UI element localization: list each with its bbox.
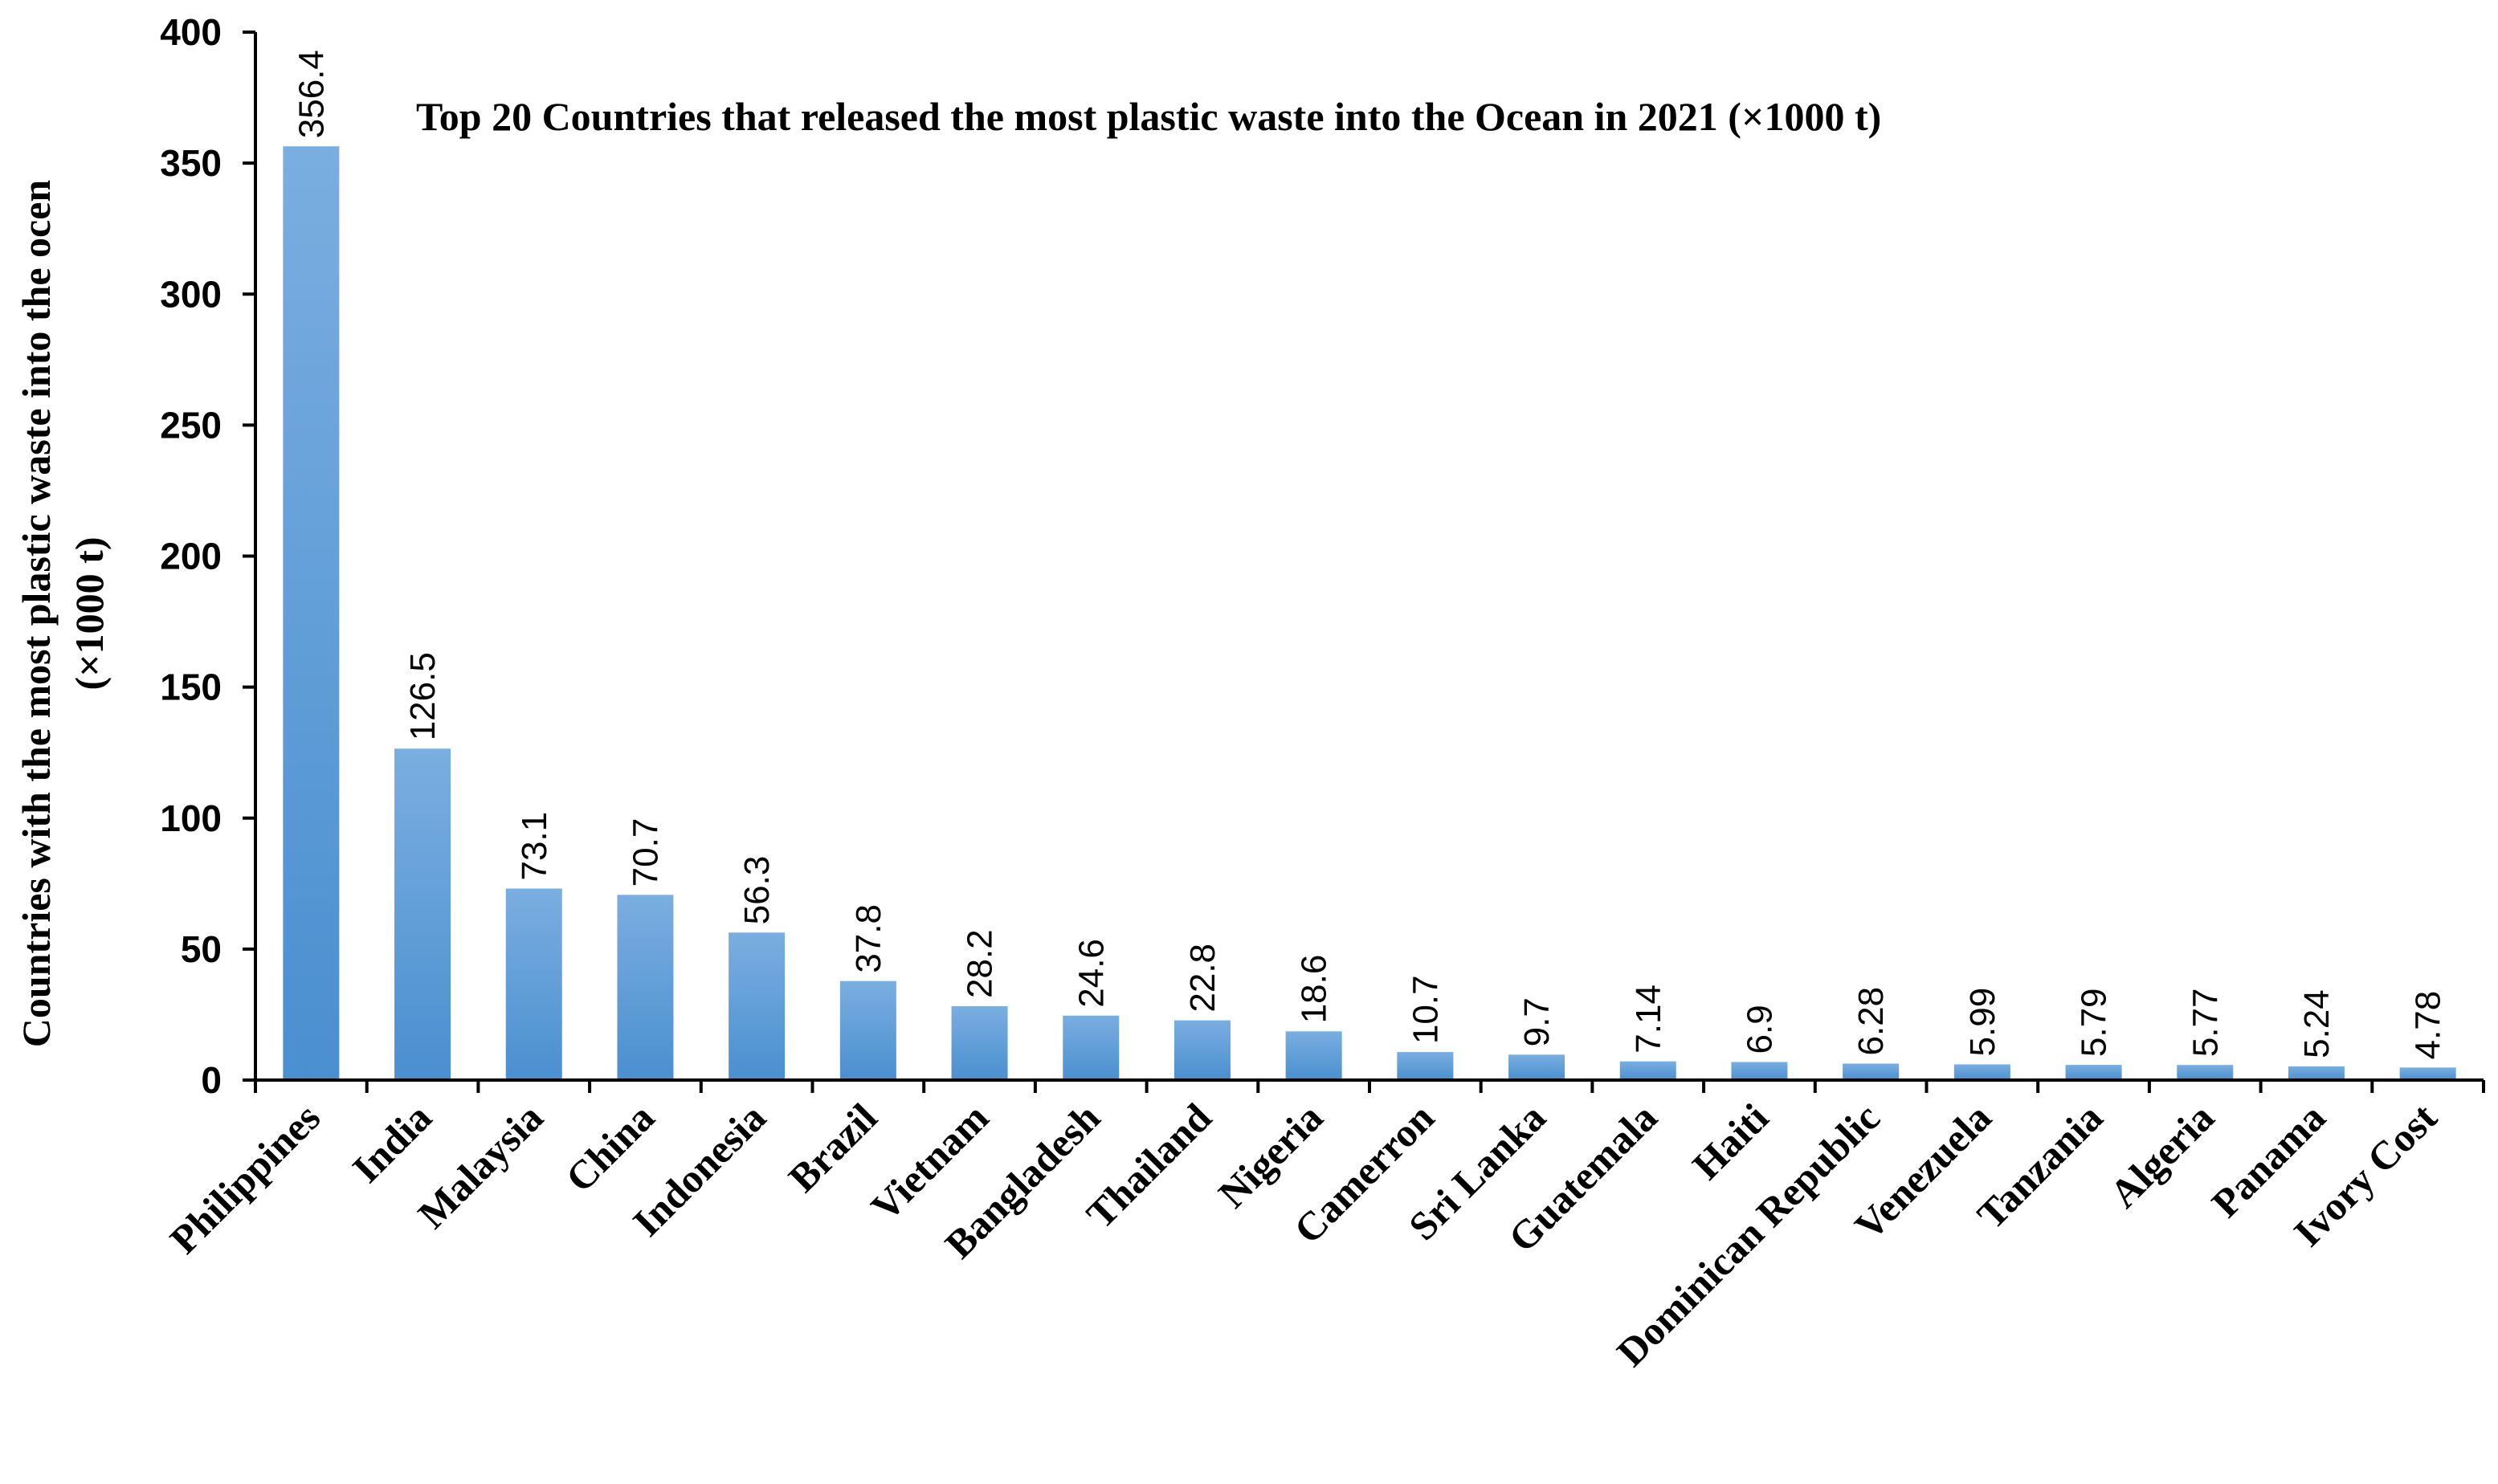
y-tick-label: 300 [160, 273, 222, 315]
y-axis-label-line1: Countries with the most plastic waste in… [14, 180, 59, 1048]
y-tick-label: 150 [160, 667, 222, 708]
y-tick-label: 50 [181, 928, 222, 970]
data-label: 73.1 [515, 812, 554, 881]
data-label: 5.24 [2297, 989, 2337, 1058]
y-ticks-group: 0 50 100 150 200 250 300 350 400 [160, 11, 255, 1101]
data-label: 18.6 [1295, 955, 1334, 1024]
bar-india [394, 748, 451, 1080]
data-label: 7.14 [1629, 985, 1668, 1054]
data-label: 126.5 [403, 652, 443, 740]
data-labels-group: 356.4 126.5 73.1 70.7 56.3 37.8 28.2 24.6 22.8 18… [292, 50, 2447, 1059]
y-tick-label: 400 [160, 11, 222, 53]
bar-bangladesh [1063, 1015, 1120, 1080]
bar-brazil [839, 980, 896, 1080]
data-label: 37.8 [849, 904, 888, 973]
x-tick-label: Brazil [780, 1095, 886, 1201]
bar-venezuela [1953, 1064, 2010, 1080]
x-tick-label: Algeria [2101, 1095, 2223, 1217]
bar-ivory-cost [2399, 1067, 2456, 1080]
bar-nigeria [1285, 1031, 1342, 1080]
bar-haiti [1731, 1062, 1788, 1080]
bar-tanzania [2065, 1065, 2122, 1080]
data-label: 9.7 [1517, 997, 1557, 1046]
y-tick-label: 200 [160, 536, 222, 577]
x-tick-label: India [344, 1095, 440, 1191]
data-label: 70.7 [626, 818, 665, 887]
bar-panama [2288, 1066, 2345, 1080]
x-tick-label: Tanzania [1969, 1095, 2112, 1237]
y-tick-label: 100 [160, 797, 222, 839]
chart-title: Top 20 Countries that released the most … [416, 94, 1881, 139]
data-label: 6.28 [1851, 987, 1891, 1056]
x-tick-label: China [557, 1095, 663, 1201]
data-label: 4.78 [2409, 991, 2448, 1060]
data-label: 5.79 [2075, 988, 2114, 1057]
y-tick-label: 0 [201, 1059, 222, 1101]
bar-algeria [2177, 1065, 2234, 1080]
bar-camerron [1397, 1052, 1454, 1080]
data-label: 356.4 [292, 50, 331, 138]
data-label: 10.7 [1406, 975, 1445, 1044]
x-tick-label: Haiti [1684, 1095, 1777, 1188]
data-label: 28.2 [961, 929, 1000, 998]
data-label: 5.77 [2186, 989, 2225, 1058]
data-label: 56.3 [737, 856, 777, 925]
y-tick-label: 350 [160, 142, 222, 184]
bar-thailand [1173, 1020, 1231, 1080]
bar-philippines [283, 146, 340, 1080]
x-tick-label: Malaysia [409, 1095, 551, 1237]
bar-dominican-republic [1843, 1063, 1900, 1080]
bar-china [617, 895, 674, 1080]
bars-group [283, 146, 2456, 1080]
bar-indonesia [729, 932, 786, 1080]
y-tick-label: 250 [160, 404, 222, 446]
bar-vietnam [951, 1005, 1008, 1080]
bar-sri-lanka [1508, 1054, 1565, 1080]
bar-malaysia [505, 888, 562, 1080]
y-axis-label-line2: (×1000 t) [67, 537, 112, 691]
data-label: 5.99 [1963, 988, 2002, 1057]
data-label: 6.9 [1740, 1005, 1779, 1054]
x-tick-label: Philippines [161, 1095, 329, 1262]
data-label: 24.6 [1071, 939, 1111, 1008]
bar-guatemala [1619, 1061, 1676, 1080]
data-label: 22.8 [1183, 944, 1222, 1013]
x-tick-label: Thailand [1078, 1095, 1220, 1237]
